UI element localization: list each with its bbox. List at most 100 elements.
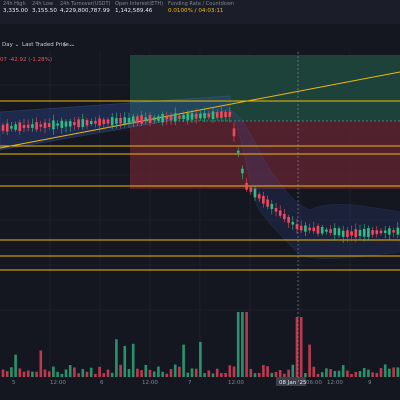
volume-bar (152, 371, 156, 377)
candle (253, 188, 257, 198)
candle (392, 230, 395, 233)
volume-bar (329, 369, 332, 377)
volume-bar (68, 365, 72, 377)
currency-select[interactable]: $ ⌄ (63, 40, 73, 50)
candle (173, 113, 177, 122)
crosshair-time-badge (276, 377, 306, 386)
stat-value: 4,229,800,787.99 (60, 7, 110, 14)
stat-label: 24h Turnover(USDT) (60, 1, 111, 7)
volume-bar (18, 368, 22, 377)
x-tick-label: 7 (188, 380, 192, 386)
chart-toolbar: Day ⌄ Last Traded Price ⌄ $ ⌄ (0, 40, 400, 50)
volume-bar (316, 373, 320, 377)
candle (354, 229, 358, 238)
volume-bar (77, 373, 80, 377)
horizontal-levels[interactable] (0, 100, 400, 271)
x-tick-label: 12:00 (142, 380, 158, 386)
volume-bar (85, 371, 89, 377)
candle (1, 124, 5, 131)
price-type-select[interactable]: Last Traded Price ⌄ (22, 40, 75, 50)
volume-bar (106, 369, 110, 377)
chevron-down-icon: ⌄ (68, 42, 73, 48)
candle (211, 111, 215, 120)
volume-bar (245, 312, 248, 377)
candle (127, 117, 131, 123)
candle (89, 121, 93, 125)
interval-select[interactable]: Day ⌄ (2, 40, 19, 50)
stat-funding-rate: Funding Rate / Countdown 0.0100% / 04:03… (168, 1, 234, 14)
volume-bar (283, 373, 286, 377)
volume-bar (220, 373, 223, 377)
volume-bar (31, 371, 34, 377)
volume-bar (161, 371, 164, 377)
candle (94, 120, 97, 124)
volume-bar (1, 369, 5, 377)
volume-bar (346, 370, 349, 377)
volume-bar (291, 364, 295, 377)
candle (43, 122, 47, 129)
candle (316, 225, 320, 234)
volume-bar (5, 371, 9, 377)
candle (220, 111, 223, 118)
volume-bar (257, 372, 261, 377)
currency-label: $ (63, 42, 67, 48)
volume-bar (392, 367, 395, 377)
volume-bar (10, 367, 13, 377)
volume-bar (371, 372, 374, 377)
candle (152, 117, 156, 121)
candle (278, 210, 282, 216)
volume-bar (249, 369, 253, 377)
volume-bar (136, 368, 139, 377)
volume-bar (148, 369, 152, 377)
candle (312, 227, 316, 232)
volume-bar (22, 371, 26, 377)
candle (64, 121, 68, 127)
volume-bar (236, 312, 240, 377)
volume-bar (190, 368, 194, 377)
market-stats-bar: 24h High 3,335.00 24h Low 3,155.50 24h T… (0, 0, 400, 24)
candle (77, 119, 80, 128)
volume-bar (350, 373, 353, 377)
candle (375, 230, 379, 235)
volume-bar (169, 369, 173, 377)
candle (39, 124, 43, 127)
candle (383, 230, 387, 234)
candle (257, 194, 261, 199)
volume-bar (224, 373, 227, 377)
candle (228, 111, 232, 117)
candle (245, 182, 248, 190)
volume-bar (64, 369, 68, 377)
volume-bar (39, 350, 43, 377)
x-tick-label: 08 Jan '25 (279, 380, 307, 386)
trend-line[interactable] (0, 71, 400, 149)
candle (81, 119, 85, 127)
volume-bar (333, 370, 337, 377)
volume-bar (312, 366, 316, 377)
volume-bar (178, 366, 181, 377)
candle (22, 124, 26, 129)
volume-bar (354, 371, 358, 377)
candle (165, 116, 169, 120)
volume-bar (388, 368, 391, 377)
candle (262, 195, 265, 204)
volume-bar (337, 370, 341, 377)
volume-bar (358, 371, 362, 377)
candle (182, 115, 185, 119)
short-position-zone[interactable] (130, 121, 400, 189)
stat-label: Open Interest(ETH) (115, 1, 164, 7)
candle (241, 168, 244, 174)
candle (56, 123, 59, 126)
candle (136, 116, 139, 124)
candle (123, 117, 127, 124)
stat-value: 0.0100% / 04:03:11 (168, 7, 224, 14)
volume-bar (115, 339, 118, 377)
candle (178, 115, 181, 119)
volume-bars (1, 312, 400, 377)
candle (68, 121, 72, 127)
volume-bar (383, 364, 387, 377)
candle (341, 230, 345, 237)
volume-bar (274, 371, 278, 377)
candle (190, 113, 194, 120)
volume-bar (375, 372, 379, 377)
